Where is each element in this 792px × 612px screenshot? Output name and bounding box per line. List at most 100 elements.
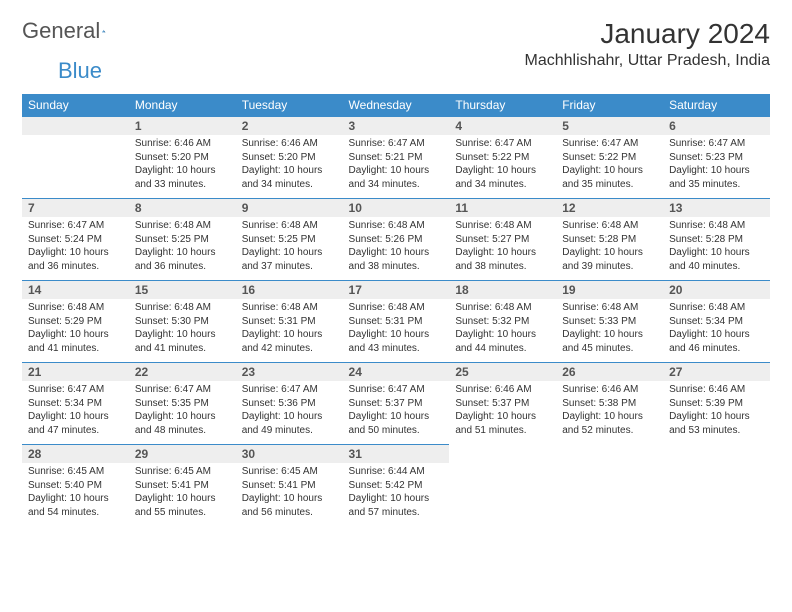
day-number: 2 <box>236 116 343 135</box>
calendar-row: 1Sunrise: 6:46 AMSunset: 5:20 PMDaylight… <box>22 116 770 198</box>
day-details: Sunrise: 6:48 AMSunset: 5:25 PMDaylight:… <box>236 217 343 277</box>
calendar-day-cell: 13Sunrise: 6:48 AMSunset: 5:28 PMDayligh… <box>663 198 770 280</box>
weekday-header: Friday <box>556 94 663 116</box>
day-number: 17 <box>343 280 450 299</box>
day-details: Sunrise: 6:47 AMSunset: 5:21 PMDaylight:… <box>343 135 450 195</box>
day-details: Sunrise: 6:46 AMSunset: 5:38 PMDaylight:… <box>556 381 663 441</box>
day-details: Sunrise: 6:46 AMSunset: 5:37 PMDaylight:… <box>449 381 556 441</box>
day-details: Sunrise: 6:46 AMSunset: 5:39 PMDaylight:… <box>663 381 770 441</box>
calendar-day-cell: 29Sunrise: 6:45 AMSunset: 5:41 PMDayligh… <box>129 444 236 526</box>
day-details: Sunrise: 6:48 AMSunset: 5:29 PMDaylight:… <box>22 299 129 359</box>
day-number: 10 <box>343 198 450 217</box>
calendar-empty-cell <box>449 444 556 526</box>
calendar-day-cell: 15Sunrise: 6:48 AMSunset: 5:30 PMDayligh… <box>129 280 236 362</box>
day-number: 9 <box>236 198 343 217</box>
calendar-header-row: SundayMondayTuesdayWednesdayThursdayFrid… <box>22 94 770 116</box>
calendar-row: 28Sunrise: 6:45 AMSunset: 5:40 PMDayligh… <box>22 444 770 526</box>
calendar-day-cell: 19Sunrise: 6:48 AMSunset: 5:33 PMDayligh… <box>556 280 663 362</box>
day-details: Sunrise: 6:45 AMSunset: 5:41 PMDaylight:… <box>236 463 343 523</box>
day-number: 14 <box>22 280 129 299</box>
calendar-day-cell: 31Sunrise: 6:44 AMSunset: 5:42 PMDayligh… <box>343 444 450 526</box>
day-details: Sunrise: 6:47 AMSunset: 5:24 PMDaylight:… <box>22 217 129 277</box>
calendar-day-cell: 6Sunrise: 6:47 AMSunset: 5:23 PMDaylight… <box>663 116 770 198</box>
calendar-day-cell: 18Sunrise: 6:48 AMSunset: 5:32 PMDayligh… <box>449 280 556 362</box>
calendar-day-cell: 21Sunrise: 6:47 AMSunset: 5:34 PMDayligh… <box>22 362 129 444</box>
calendar-day-cell: 16Sunrise: 6:48 AMSunset: 5:31 PMDayligh… <box>236 280 343 362</box>
calendar-day-cell: 9Sunrise: 6:48 AMSunset: 5:25 PMDaylight… <box>236 198 343 280</box>
calendar-day-cell: 11Sunrise: 6:48 AMSunset: 5:27 PMDayligh… <box>449 198 556 280</box>
day-number: 15 <box>129 280 236 299</box>
day-number: 12 <box>556 198 663 217</box>
calendar-row: 21Sunrise: 6:47 AMSunset: 5:34 PMDayligh… <box>22 362 770 444</box>
day-details: Sunrise: 6:47 AMSunset: 5:22 PMDaylight:… <box>449 135 556 195</box>
day-details: Sunrise: 6:44 AMSunset: 5:42 PMDaylight:… <box>343 463 450 523</box>
day-number: 28 <box>22 444 129 463</box>
day-number: 11 <box>449 198 556 217</box>
weekday-header: Tuesday <box>236 94 343 116</box>
day-number: 27 <box>663 362 770 381</box>
day-number: 8 <box>129 198 236 217</box>
calendar-day-cell: 26Sunrise: 6:46 AMSunset: 5:38 PMDayligh… <box>556 362 663 444</box>
day-details: Sunrise: 6:47 AMSunset: 5:34 PMDaylight:… <box>22 381 129 441</box>
calendar-day-cell: 24Sunrise: 6:47 AMSunset: 5:37 PMDayligh… <box>343 362 450 444</box>
calendar-empty-cell <box>556 444 663 526</box>
calendar-day-cell: 17Sunrise: 6:48 AMSunset: 5:31 PMDayligh… <box>343 280 450 362</box>
calendar-day-cell: 20Sunrise: 6:48 AMSunset: 5:34 PMDayligh… <box>663 280 770 362</box>
calendar-day-cell: 14Sunrise: 6:48 AMSunset: 5:29 PMDayligh… <box>22 280 129 362</box>
day-number: 20 <box>663 280 770 299</box>
day-number: 23 <box>236 362 343 381</box>
day-details: Sunrise: 6:48 AMSunset: 5:28 PMDaylight:… <box>556 217 663 277</box>
day-details: Sunrise: 6:48 AMSunset: 5:31 PMDaylight:… <box>236 299 343 359</box>
day-number: 5 <box>556 116 663 135</box>
day-details: Sunrise: 6:46 AMSunset: 5:20 PMDaylight:… <box>129 135 236 195</box>
day-number: 7 <box>22 198 129 217</box>
weekday-header: Sunday <box>22 94 129 116</box>
day-number: 29 <box>129 444 236 463</box>
calendar-day-cell: 4Sunrise: 6:47 AMSunset: 5:22 PMDaylight… <box>449 116 556 198</box>
weekday-header: Thursday <box>449 94 556 116</box>
logo-text-1: General <box>22 18 100 44</box>
day-number: 1 <box>129 116 236 135</box>
day-number: 25 <box>449 362 556 381</box>
calendar-day-cell: 23Sunrise: 6:47 AMSunset: 5:36 PMDayligh… <box>236 362 343 444</box>
day-number: 22 <box>129 362 236 381</box>
calendar-day-cell: 3Sunrise: 6:47 AMSunset: 5:21 PMDaylight… <box>343 116 450 198</box>
calendar-day-cell: 1Sunrise: 6:46 AMSunset: 5:20 PMDaylight… <box>129 116 236 198</box>
day-number: 16 <box>236 280 343 299</box>
day-details: Sunrise: 6:47 AMSunset: 5:22 PMDaylight:… <box>556 135 663 195</box>
calendar-empty-cell <box>663 444 770 526</box>
day-details: Sunrise: 6:46 AMSunset: 5:20 PMDaylight:… <box>236 135 343 195</box>
day-number: 24 <box>343 362 450 381</box>
calendar-day-cell: 27Sunrise: 6:46 AMSunset: 5:39 PMDayligh… <box>663 362 770 444</box>
day-details: Sunrise: 6:45 AMSunset: 5:41 PMDaylight:… <box>129 463 236 523</box>
calendar-empty-cell <box>22 116 129 198</box>
day-number: 30 <box>236 444 343 463</box>
month-title: January 2024 <box>525 18 770 50</box>
calendar-day-cell: 5Sunrise: 6:47 AMSunset: 5:22 PMDaylight… <box>556 116 663 198</box>
header-right: January 2024 Machhlishahr, Uttar Pradesh… <box>525 18 770 70</box>
calendar-day-cell: 2Sunrise: 6:46 AMSunset: 5:20 PMDaylight… <box>236 116 343 198</box>
calendar-row: 14Sunrise: 6:48 AMSunset: 5:29 PMDayligh… <box>22 280 770 362</box>
calendar-day-cell: 8Sunrise: 6:48 AMSunset: 5:25 PMDaylight… <box>129 198 236 280</box>
calendar-day-cell: 25Sunrise: 6:46 AMSunset: 5:37 PMDayligh… <box>449 362 556 444</box>
calendar-day-cell: 10Sunrise: 6:48 AMSunset: 5:26 PMDayligh… <box>343 198 450 280</box>
day-number: 13 <box>663 198 770 217</box>
day-details: Sunrise: 6:45 AMSunset: 5:40 PMDaylight:… <box>22 463 129 523</box>
day-number: 19 <box>556 280 663 299</box>
calendar-body: 1Sunrise: 6:46 AMSunset: 5:20 PMDaylight… <box>22 116 770 526</box>
logo: General <box>22 18 124 44</box>
calendar-day-cell: 12Sunrise: 6:48 AMSunset: 5:28 PMDayligh… <box>556 198 663 280</box>
weekday-header: Saturday <box>663 94 770 116</box>
day-details: Sunrise: 6:48 AMSunset: 5:31 PMDaylight:… <box>343 299 450 359</box>
day-details: Sunrise: 6:48 AMSunset: 5:30 PMDaylight:… <box>129 299 236 359</box>
day-details: Sunrise: 6:47 AMSunset: 5:23 PMDaylight:… <box>663 135 770 195</box>
calendar-table: SundayMondayTuesdayWednesdayThursdayFrid… <box>22 94 770 526</box>
day-details: Sunrise: 6:48 AMSunset: 5:32 PMDaylight:… <box>449 299 556 359</box>
day-details: Sunrise: 6:48 AMSunset: 5:28 PMDaylight:… <box>663 217 770 277</box>
calendar-day-cell: 28Sunrise: 6:45 AMSunset: 5:40 PMDayligh… <box>22 444 129 526</box>
day-details: Sunrise: 6:48 AMSunset: 5:34 PMDaylight:… <box>663 299 770 359</box>
day-details: Sunrise: 6:48 AMSunset: 5:26 PMDaylight:… <box>343 217 450 277</box>
calendar-row: 7Sunrise: 6:47 AMSunset: 5:24 PMDaylight… <box>22 198 770 280</box>
weekday-header: Monday <box>129 94 236 116</box>
day-details: Sunrise: 6:48 AMSunset: 5:33 PMDaylight:… <box>556 299 663 359</box>
